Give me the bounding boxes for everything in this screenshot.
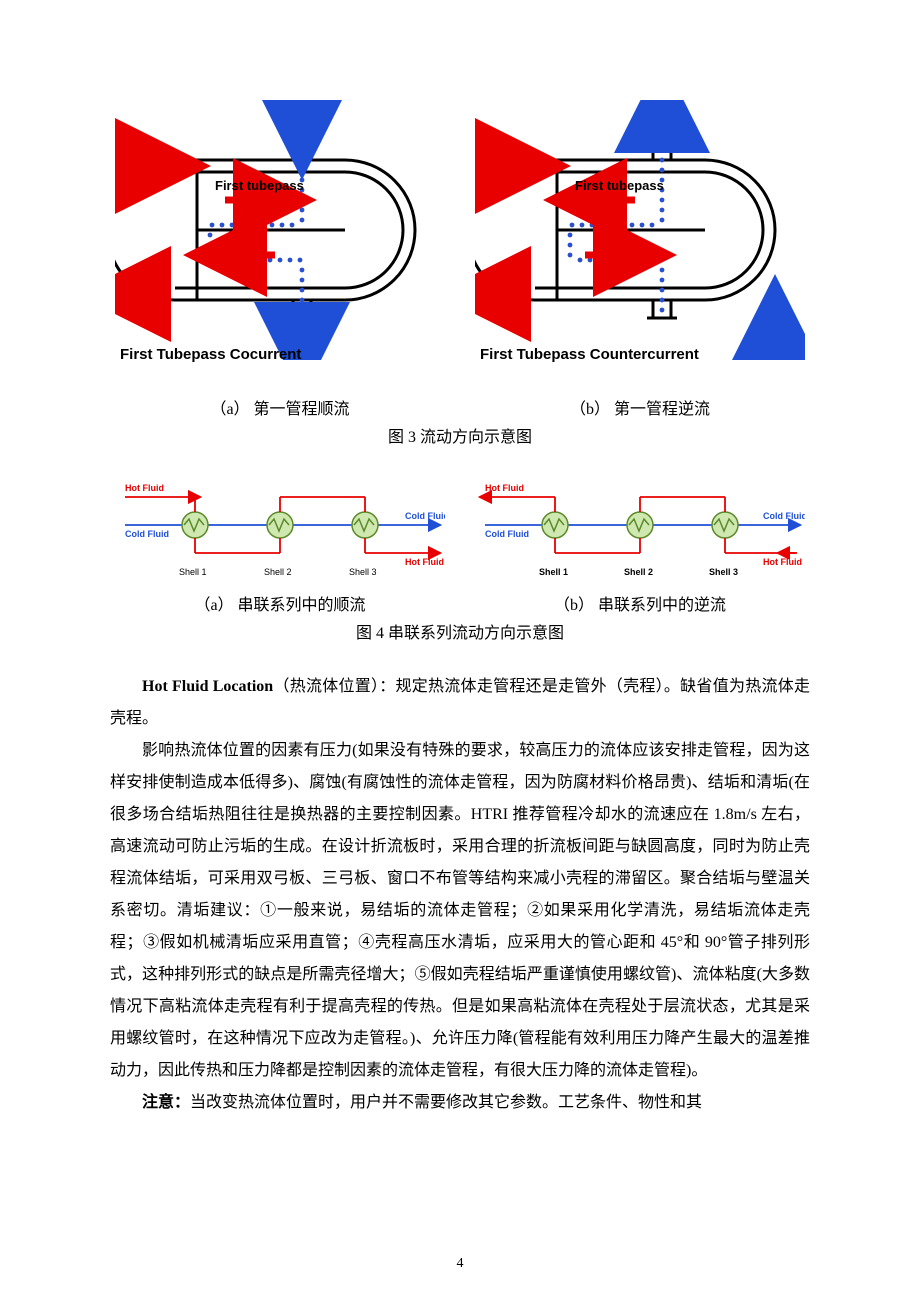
page-number: 4 — [0, 1256, 920, 1272]
fig4a-subcap: （a） 串联系列中的顺流 — [110, 591, 450, 615]
fig4-shell2: Shell 2 — [264, 567, 292, 577]
figure-4-subcaps: （a） 串联系列中的顺流 （b） 串联系列中的逆流 — [110, 585, 810, 615]
fig4-caption: 图 4 串联系列流动方向示意图 — [110, 619, 810, 643]
fig4b-shell1: Shell 1 — [539, 567, 568, 577]
fig4b-hot-label-l: Hot Fluid — [485, 483, 524, 493]
p3-rest: 当改变热流体位置时，用户并不需要修改其它参数。工艺条件、物性和其 — [190, 1094, 702, 1111]
fig4-hot-label-r: Hot Fluid — [405, 557, 444, 567]
fig3a-innerlabel: First tubepass — [215, 178, 304, 193]
p1-lead: Hot Fluid Location — [142, 678, 273, 695]
fig4b-subcap: （b） 串联系列中的逆流 — [470, 591, 810, 615]
fig4-shell1: Shell 1 — [179, 567, 207, 577]
figure-4-row: Hot Fluid Cold Fluid Cold Fluid Hot Flui… — [110, 475, 810, 585]
fig3a-outerlabel: First Tubepass Cocurrent — [110, 346, 450, 363]
fig4b-shell3: Shell 3 — [709, 567, 738, 577]
figure-3a: First tubepass First Tubepass Cocurrent — [110, 100, 450, 363]
p3-lead: 注意： — [142, 1094, 190, 1111]
fig3b-svg: First tubepass — [475, 100, 805, 360]
fig4-hot-label: Hot Fluid — [125, 483, 164, 493]
fig4-shell3: Shell 3 — [349, 567, 377, 577]
fig4b-hot-label-r: Hot Fluid — [763, 557, 802, 567]
fig4a-svg: Hot Fluid Cold Fluid Cold Fluid Hot Flui… — [115, 475, 445, 585]
paragraph-3: 注意：当改变热流体位置时，用户并不需要修改其它参数。工艺条件、物性和其 — [110, 1087, 810, 1119]
figure-3-row: First tubepass First Tubepass Cocurrent — [110, 100, 810, 363]
fig4b-cold-label-l: Cold Fluid — [485, 529, 529, 539]
figure-3b: First tubepass First Tubepass Countercur… — [470, 100, 810, 363]
fig4b-cold-label-r: Cold Fluid — [763, 511, 805, 521]
fig4-cold-label: Cold Fluid — [125, 529, 169, 539]
fig3a-svg: First tubepass — [115, 100, 445, 360]
paragraph-1: Hot Fluid Location（热流体位置）：规定热流体走管程还是走管外（… — [110, 671, 810, 735]
fig3a-subcap: （a） 第一管程顺流 — [110, 395, 450, 419]
figure-4b: Hot Fluid Cold Fluid Cold Fluid Hot Flui… — [470, 475, 810, 585]
figure-4a: Hot Fluid Cold Fluid Cold Fluid Hot Flui… — [110, 475, 450, 585]
fig3b-subcap: （b） 第一管程逆流 — [470, 395, 810, 419]
fig3b-innerlabel: First tubepass — [575, 178, 664, 193]
document-page: First tubepass First Tubepass Cocurrent — [0, 0, 920, 1302]
fig4b-shell2: Shell 2 — [624, 567, 653, 577]
figure-3-subcaps: （a） 第一管程顺流 （b） 第一管程逆流 — [110, 389, 810, 419]
paragraph-2: 影响热流体位置的因素有压力(如果没有特殊的要求，较高压力的流体应该安排走管程，因… — [110, 735, 810, 1087]
fig4b-svg: Hot Fluid Cold Fluid Cold Fluid Hot Flui… — [475, 475, 805, 585]
fig4-cold-label-r: Cold Fluid — [405, 511, 445, 521]
fig3-caption: 图 3 流动方向示意图 — [110, 423, 810, 447]
fig3b-outerlabel: First Tubepass Countercurrent — [470, 346, 810, 363]
